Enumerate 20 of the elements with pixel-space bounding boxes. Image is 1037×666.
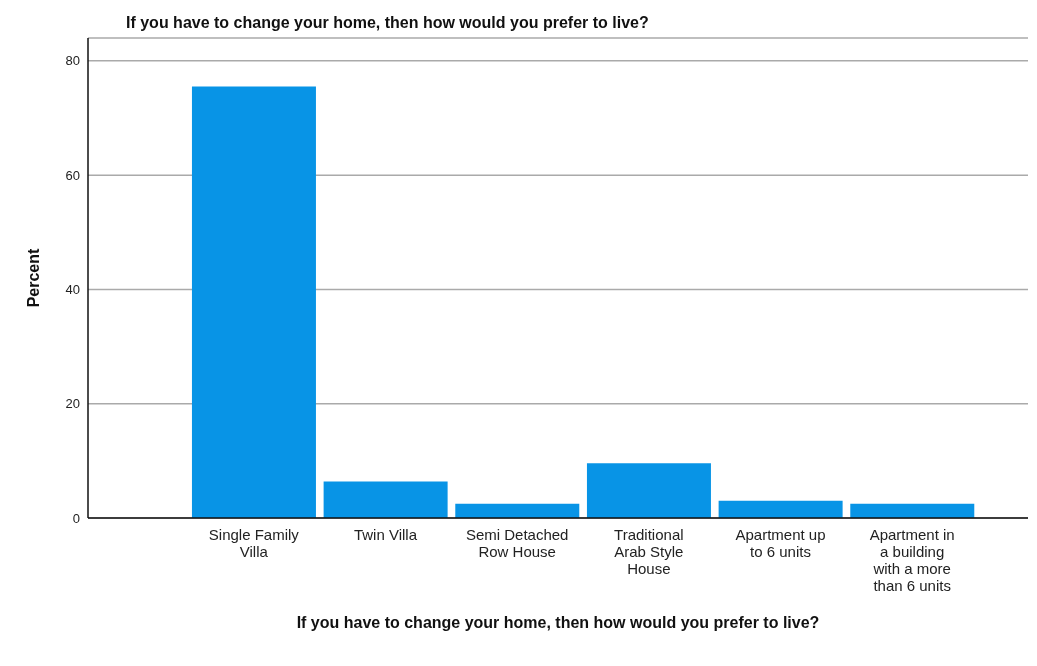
- x-tick-label: Apartment up to 6 units: [735, 526, 826, 560]
- bar: [191, 86, 316, 518]
- bar: [586, 463, 711, 518]
- x-tick-label: Twin Villa: [353, 526, 418, 543]
- chart-title: If you have to change your home, then how would you prefer to live?: [126, 14, 649, 32]
- bar: [718, 500, 843, 518]
- bar: [850, 503, 975, 518]
- y-tick-label: 80: [65, 53, 80, 69]
- y-tick-label: 0: [72, 510, 80, 526]
- y-tick-label: 20: [65, 396, 80, 412]
- bar: [323, 481, 448, 518]
- y-axis-title: Percent: [24, 247, 42, 308]
- y-tick-label: 60: [65, 167, 80, 183]
- x-tick-label: Single Family Villa: [208, 526, 300, 560]
- x-tick-label: Semi Detached Row House: [465, 526, 569, 560]
- x-tick-label: Traditional Arab Style House: [614, 526, 684, 577]
- bar: [455, 503, 580, 518]
- x-axis-title: If you have to change your home, then how would you prefer to live?: [296, 614, 820, 631]
- y-tick-label: 40: [65, 282, 80, 298]
- x-tick-label: Apartment in a building with a more than 6 units: [869, 526, 955, 594]
